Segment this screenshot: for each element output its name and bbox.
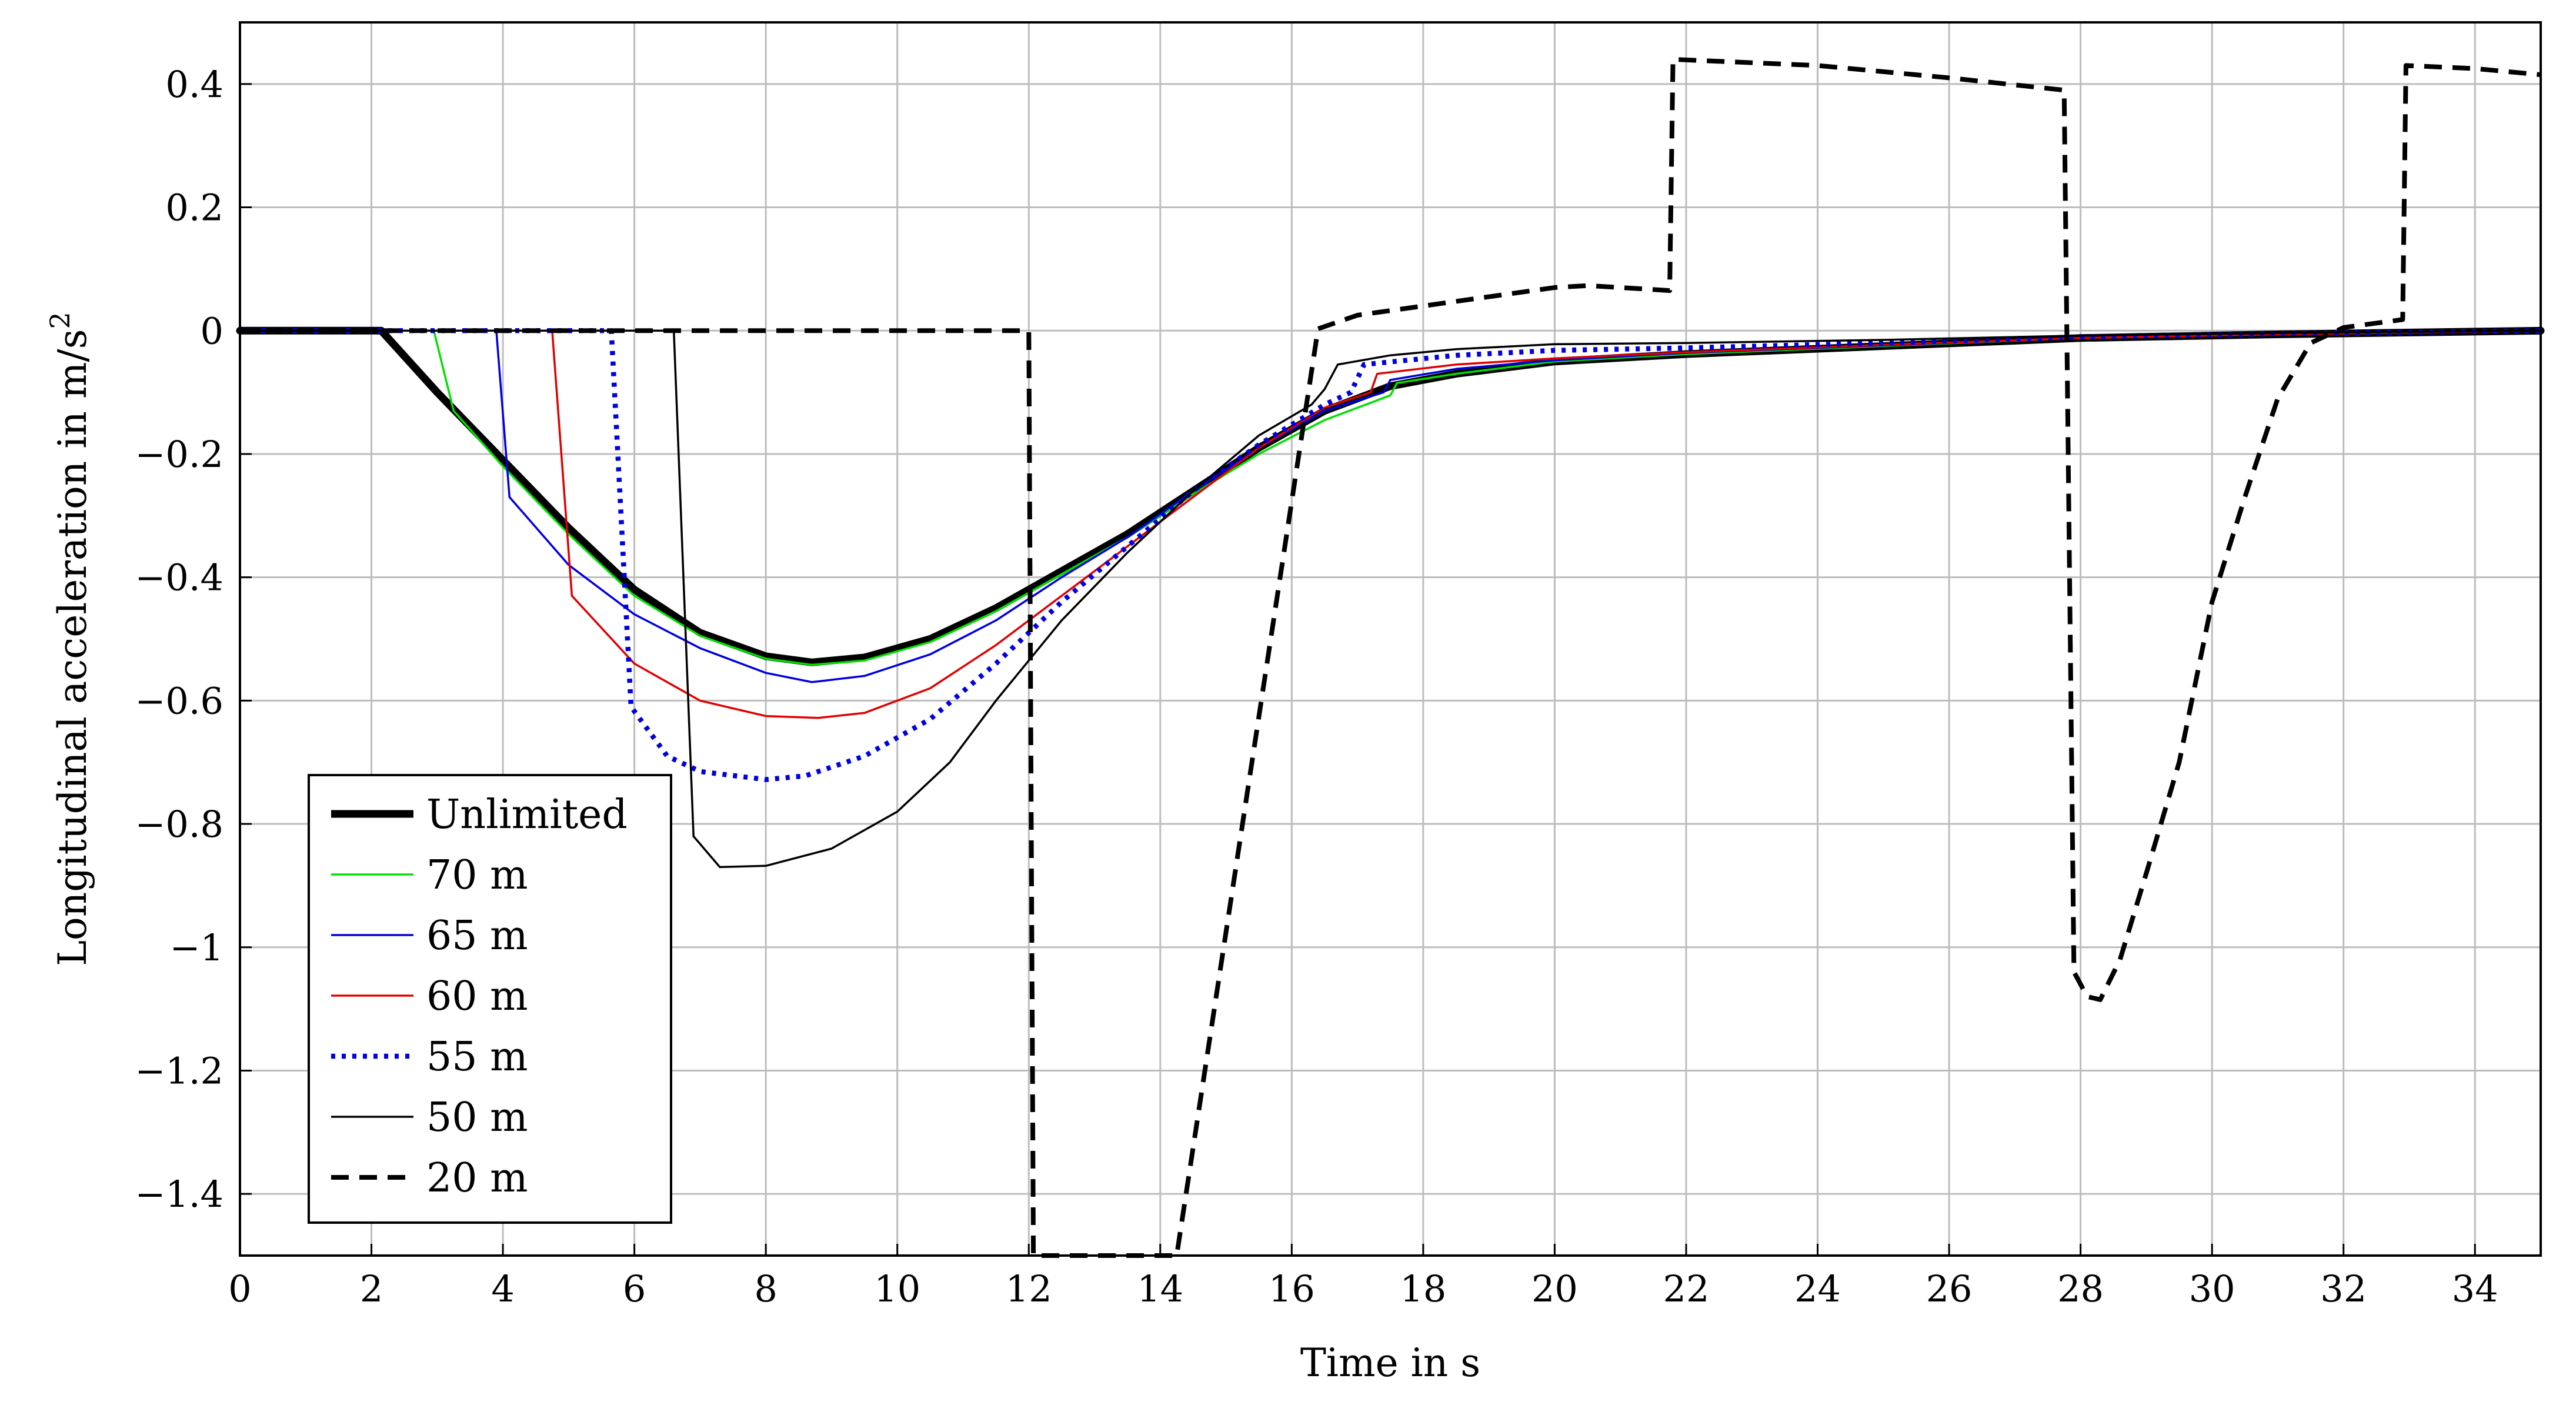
legend-entry-label: 70 m — [426, 852, 528, 899]
y-tick-label: 0.4 — [165, 63, 223, 106]
x-tick-label: 10 — [874, 1267, 920, 1310]
x-tick-label: 12 — [1006, 1267, 1052, 1310]
series-line-50-m — [239, 329, 2542, 869]
y-tick-label: 0 — [201, 309, 223, 352]
x-tick-label: 14 — [1137, 1267, 1183, 1310]
legend: Unlimited 70 m 65 m 60 m 55 m 50 m 20 m — [308, 774, 672, 1224]
tick-labels: 0 2 4 6 8 10 12 14 16 18 20 22 24 26 28 30 32 340.40.20−0… — [135, 63, 2498, 1310]
y-tick-label: −0.8 — [135, 803, 223, 846]
legend-entry-label: 55 m — [426, 1034, 528, 1080]
legend-entry-label: 65 m — [426, 913, 528, 959]
grid — [239, 22, 2541, 1256]
x-tick-label: 28 — [2057, 1267, 2104, 1310]
series-layer — [236, 56, 2545, 1258]
y-tick-label: −1 — [170, 926, 223, 969]
legend-entry-label: Unlimited — [426, 792, 628, 838]
x-tick-label: 8 — [754, 1267, 777, 1310]
x-tick-label: 4 — [491, 1267, 514, 1310]
plot-frame — [239, 21, 2542, 1257]
series-line-70-m — [239, 329, 2542, 666]
series-line-20-m — [240, 56, 2541, 1258]
x-tick-label: 34 — [2452, 1267, 2498, 1310]
x-tick-label: 2 — [360, 1267, 383, 1310]
x-tick-label: 18 — [1400, 1267, 1446, 1310]
series-line-55-m — [240, 328, 2541, 782]
y-tick-label: −0.2 — [135, 433, 223, 476]
x-tick-label: 24 — [1794, 1267, 1841, 1310]
x-tick-label: 20 — [1531, 1267, 1578, 1310]
legend-entry-label: 50 m — [426, 1094, 528, 1141]
y-tick-label: −1.4 — [135, 1173, 223, 1216]
y-tick-label: 0.2 — [165, 186, 223, 229]
y-axis-label-superscript: 2 — [44, 312, 76, 329]
x-tick-label: 32 — [2320, 1267, 2367, 1310]
y-axis-label: Longitudinal acceleration in m/s2 — [44, 312, 95, 966]
y-tick-label: −1.2 — [135, 1049, 223, 1092]
x-tick-label: 0 — [228, 1267, 251, 1310]
legend-entry-label: 60 m — [426, 973, 528, 1020]
x-axis-label: Time in s — [1300, 1340, 1480, 1386]
x-tick-label: 6 — [623, 1267, 646, 1310]
legend-box — [308, 774, 672, 1224]
x-tick-label: 16 — [1269, 1267, 1315, 1310]
x-tick-label: 30 — [2189, 1267, 2235, 1310]
legend-entry-label: 20 m — [426, 1155, 528, 1201]
y-tick-label: −0.6 — [135, 679, 223, 722]
x-tick-label: 26 — [1926, 1267, 1973, 1310]
y-tick-label: −0.4 — [135, 556, 223, 599]
y-axis-label-text: Longitudinal acceleration in m/s — [50, 329, 95, 966]
x-tick-label: 22 — [1663, 1267, 1710, 1310]
